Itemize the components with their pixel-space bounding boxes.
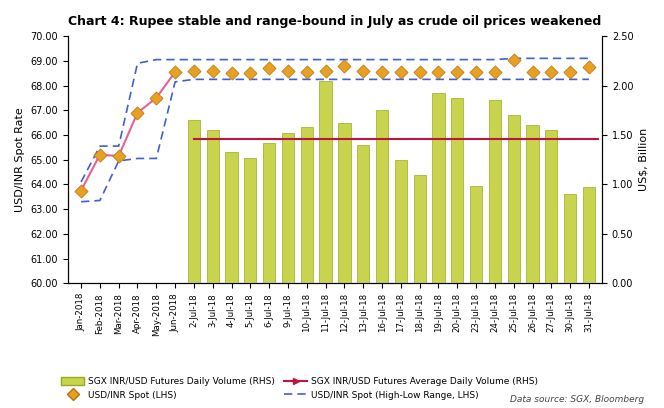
Point <box>245 70 256 76</box>
Bar <box>357 145 369 283</box>
Point <box>584 64 594 70</box>
Point <box>76 187 86 194</box>
Bar <box>432 93 445 283</box>
Point <box>132 109 143 116</box>
Text: Data source: SGX, Bloomberg: Data source: SGX, Bloomberg <box>510 395 644 404</box>
Bar <box>319 81 332 283</box>
Point <box>396 69 406 75</box>
Title: Chart 4: Rupee stable and range-bound in July as crude oil prices weakened: Chart 4: Rupee stable and range-bound in… <box>68 15 602 28</box>
Point <box>189 67 199 74</box>
Point <box>207 67 218 74</box>
Point <box>264 65 274 71</box>
Bar <box>244 158 256 283</box>
Bar <box>394 160 407 283</box>
Point <box>94 151 105 158</box>
Point <box>320 67 331 74</box>
Bar <box>451 98 463 283</box>
Point <box>414 69 425 75</box>
Bar <box>338 123 351 283</box>
Bar <box>545 130 557 283</box>
Y-axis label: USD/INR Spot Rate: USD/INR Spot Rate <box>15 107 25 212</box>
Bar <box>507 115 520 283</box>
Bar <box>263 143 276 283</box>
Point <box>358 67 369 74</box>
Point <box>339 62 350 69</box>
Bar <box>489 100 501 283</box>
Point <box>226 70 237 76</box>
Bar <box>188 120 200 283</box>
Point <box>283 67 293 74</box>
Bar <box>414 175 426 283</box>
Bar <box>282 133 294 283</box>
Y-axis label: US$, Billion: US$, Billion <box>639 128 649 191</box>
Point <box>452 69 463 75</box>
Bar <box>207 130 219 283</box>
Point <box>565 69 576 75</box>
Point <box>527 69 538 75</box>
Bar <box>376 110 388 283</box>
Legend: SGX INR/USD Futures Daily Volume (RHS), USD/INR Spot (LHS), SGX INR/USD Futures : SGX INR/USD Futures Daily Volume (RHS), … <box>58 373 542 404</box>
Point <box>546 69 556 75</box>
Point <box>376 69 387 75</box>
Bar <box>527 125 539 283</box>
Bar <box>564 194 576 283</box>
Point <box>433 69 444 75</box>
Point <box>489 69 500 75</box>
Point <box>471 69 481 75</box>
Point <box>114 153 124 159</box>
Bar <box>226 152 238 283</box>
Bar <box>470 186 482 283</box>
Point <box>151 95 161 101</box>
Bar <box>583 187 595 283</box>
Bar <box>301 127 313 283</box>
Point <box>301 69 312 75</box>
Point <box>509 56 519 63</box>
Point <box>170 69 181 75</box>
